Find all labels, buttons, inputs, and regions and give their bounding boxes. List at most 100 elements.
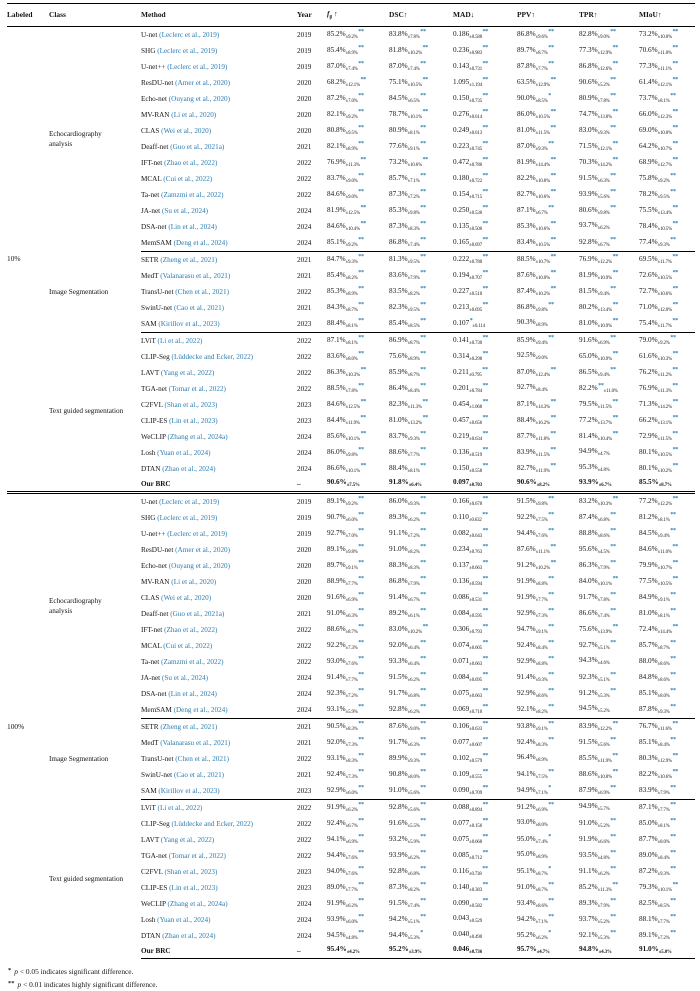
citation-link[interactable]: (Lüddecke and Ecker, 2022) (169, 820, 254, 829)
citation-link[interactable]: (Valanarasu et al., 2021) (158, 739, 231, 748)
method-cell: Ta-net (Zamzmi et al., 2022) (141, 654, 297, 670)
method-cell: LViT (Li et al., 2022) (141, 332, 297, 350)
citation-link[interactable]: (Zhang et al., 2024a) (165, 900, 228, 909)
citation-link[interactable]: (Lin et al., 2023) (167, 417, 218, 426)
citation-link[interactable]: (Yuan et al., 2024) (155, 916, 211, 925)
citation-link[interactable]: (Tomar et al., 2022) (166, 852, 226, 861)
method-cell: SAM (Kirillov et al., 2023) (141, 783, 297, 800)
citation-link[interactable]: (Su et al., 2024) (160, 674, 209, 683)
citation-link[interactable]: (Zhao et al., 2022) (162, 626, 218, 635)
metric-cell: 73.2%±10.6%** (389, 156, 429, 169)
citation-link[interactable]: (Leclerc et al., 2019) (157, 31, 220, 40)
citation-link[interactable]: (Chen et al., 2021) (173, 755, 229, 764)
citation-link[interactable]: (Ouyang et al., 2020) (166, 95, 231, 104)
method-name: MedT (141, 739, 159, 748)
significance-stars: ** (610, 543, 616, 551)
citation-link[interactable]: (Zhao et al., 2022) (162, 159, 218, 168)
metric-cell: 85.1%±8.4%** (639, 736, 676, 749)
metric-cell: 0.077±0.607** (453, 736, 488, 749)
citation-link[interactable]: (Zhang et al., 2024a) (165, 433, 228, 442)
table-row: MCAL (Cui et al., 2022) 2022 83.7%±9.0%** 8… (7, 171, 695, 187)
citation-link[interactable]: (Li et al., 2022) (155, 804, 203, 813)
significance-stars: ** (420, 462, 426, 470)
metric-cell: 87.1%±8.1%** (327, 332, 389, 350)
citation-link[interactable]: (Wei et al., 2020) (159, 127, 212, 136)
metric-cell: 77.3%±12.9%** (579, 44, 619, 57)
citation-link[interactable]: (Zhao et al., 2024) (160, 465, 216, 474)
citation-link[interactable]: (Li et al., 2020) (169, 578, 217, 587)
method-cell: LAVT (Yang et al., 2022) (141, 365, 297, 381)
significance-stars: ** (482, 156, 489, 164)
citation-link[interactable]: (Deng et al., 2024) (171, 239, 228, 248)
metric-cell: 91.4%±6.7%** (389, 591, 426, 604)
citation-link[interactable]: (Lin et al., 2024) (166, 223, 217, 232)
citation-link[interactable]: (Li et al., 2022) (155, 337, 203, 346)
significance-stars: * (548, 784, 551, 792)
significance-stars: * (548, 92, 551, 100)
citation-link[interactable]: (Kirillov et al., 2023) (156, 320, 220, 329)
citation-link[interactable]: (Guo et al., 2021a) (168, 610, 225, 619)
citation-link[interactable]: (Leclerc et al., 2019) (155, 47, 218, 56)
significance-stars: ** (420, 881, 426, 889)
citation-link[interactable]: (Guo et al., 2021a) (168, 143, 225, 152)
citation-link[interactable]: (Lüddecke and Ecker, 2022) (169, 353, 254, 362)
method-cell: CLIP-ES (Lin et al., 2023) (141, 413, 297, 429)
metric-cell: 77.5%±10.5%** (639, 575, 679, 588)
year-cell: 2020 (297, 562, 312, 571)
citation-link[interactable]: (Amer et al., 2020) (173, 546, 231, 555)
citation-link[interactable]: (Zheng et al., 2021) (158, 723, 218, 732)
significance-stars: ** (422, 108, 429, 116)
metric-cell: 84.4%±11.9%** (327, 414, 366, 427)
year-cell: 2022 (297, 658, 312, 667)
citation-link[interactable]: (Cui et al., 2022) (161, 175, 213, 184)
year-cell: 2024 (297, 433, 312, 442)
significance-stars: ** (672, 446, 679, 454)
citation-link[interactable]: (Li et al., 2020) (169, 111, 217, 120)
metric-cell: 94.8%±4.3% (579, 944, 639, 960)
citation-link[interactable]: (Leclerc et al., 2019) (165, 530, 228, 539)
citation-link[interactable]: (Yang et al., 2022) (159, 836, 215, 845)
citation-link[interactable]: (Zhao et al., 2024) (160, 932, 216, 941)
citation-link[interactable]: (Lin et al., 2024) (166, 690, 217, 699)
citation-link[interactable]: (Zheng et al., 2021) (158, 256, 218, 265)
citation-link[interactable]: (Cui et al., 2022) (161, 642, 213, 651)
metric-cell: 68.9%±12.7%** (639, 156, 679, 169)
table-row: MV-RAN (Li et al., 2020) 2020 82.1%±9.2%**… (7, 107, 695, 123)
citation-link[interactable]: (Tomar et al., 2022) (166, 385, 226, 394)
year-cell: 2019 (297, 47, 312, 56)
metric-cell: 77.2%±13.7%** (579, 414, 619, 427)
citation-link[interactable]: (Kirillov et al., 2023) (156, 787, 220, 796)
citation-link[interactable]: (Shan et al., 2023) (162, 401, 218, 410)
citation-link[interactable]: (Valanarasu et al., 2021) (158, 272, 231, 281)
citation-link[interactable]: (Zamzmi et al., 2022) (159, 658, 224, 667)
citation-link[interactable]: (Deng et al., 2024) (171, 706, 228, 715)
citation-link[interactable]: (Leclerc et al., 2019) (165, 63, 228, 72)
significance-stars: ** (548, 687, 554, 695)
citation-link[interactable]: (Lin et al., 2023) (167, 884, 218, 893)
citation-link[interactable]: (Ouyang et al., 2020) (166, 562, 231, 571)
citation-link[interactable]: (Su et al., 2024) (160, 207, 209, 216)
metric-cell: 0.454±1.068** (453, 398, 488, 411)
citation-link[interactable]: (Wei et al., 2020) (159, 594, 212, 603)
citation-link[interactable]: (Leclerc et al., 2019) (157, 498, 220, 507)
significance-stars: ** (482, 446, 489, 454)
citation-link[interactable]: (Cao et al., 2021) (172, 304, 225, 313)
citation-link[interactable]: (Yang et al., 2022) (159, 369, 215, 378)
citation-link[interactable]: (Leclerc et al., 2019) (155, 514, 218, 523)
citation-link[interactable]: (Shan et al., 2023) (162, 868, 218, 877)
method-name: MemSAM (141, 706, 172, 715)
metric-cell: 95.7%±4.7% (517, 944, 579, 960)
citation-link[interactable]: (Amer et al., 2020) (173, 79, 231, 88)
table-row: Ta-net (Zamzmi et al., 2022) 2022 84.6%±9.… (7, 187, 695, 203)
citation-link[interactable]: (Chen et al., 2021) (173, 288, 229, 297)
citation-link[interactable]: (Yuan et al., 2024) (155, 449, 211, 458)
significance-stars: ** (548, 44, 554, 52)
method-name: Our BRC (141, 480, 171, 489)
significance-stars: ** (550, 108, 557, 116)
significance-stars: ** (420, 172, 426, 180)
metric-cell: 87.0%±7.4%** (327, 60, 364, 73)
citation-link[interactable]: (Zamzmi et al., 2022) (159, 191, 224, 200)
significance-stars: ** (672, 350, 679, 358)
citation-link[interactable]: (Cao et al., 2021) (172, 771, 225, 780)
